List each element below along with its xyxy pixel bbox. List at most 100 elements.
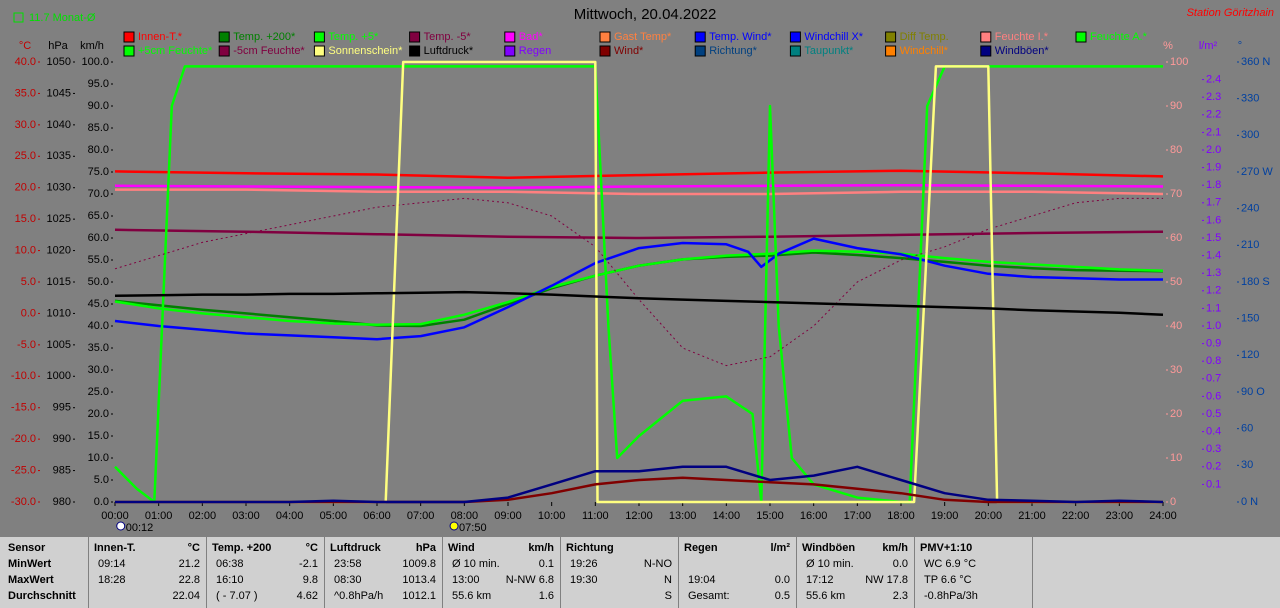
y-tick-label: 70.0 — [88, 188, 109, 200]
table-time: 13:00 — [452, 574, 480, 586]
y-tick-label: 5.0 — [94, 474, 109, 486]
axis-title: °C — [19, 40, 31, 52]
column-title: Luftdruck — [330, 542, 381, 554]
y-tick-label: 2.4 — [1206, 74, 1221, 86]
y-tick-label: 1050 — [47, 56, 71, 68]
row-label: MinWert — [8, 558, 52, 570]
x-tick-label: 24:00 — [1149, 510, 1177, 522]
column-separator — [324, 537, 325, 608]
table-time: 55.6 km — [806, 590, 846, 602]
y-tick-label: 2.0 — [1206, 144, 1221, 156]
column-unit: °C — [187, 542, 200, 554]
legend-label: Windchill* — [900, 45, 949, 57]
column-separator — [88, 537, 89, 608]
legend-label: Feuchte I.* — [995, 31, 1049, 43]
column-unit: km/h — [882, 542, 908, 554]
x-tick-label: 02:00 — [189, 510, 217, 522]
y-tick-label: 980 — [53, 496, 71, 508]
y-tick-label: 45.0 — [88, 298, 109, 310]
y-tick-label: 150 — [1241, 313, 1259, 325]
y-tick-label: 90 — [1170, 100, 1182, 112]
column-separator — [914, 537, 915, 608]
x-tick-label: 08:00 — [451, 510, 479, 522]
x-tick-label: 21:00 — [1018, 510, 1046, 522]
x-tick-label: 18:00 — [887, 510, 915, 522]
legend-label: Windchill X* — [804, 31, 863, 43]
x-tick-label: 16:00 — [800, 510, 828, 522]
table-value: 1.6 — [538, 590, 554, 602]
y-tick-label: 0.1 — [1206, 478, 1221, 490]
y-tick-label: 10.0 — [15, 244, 36, 256]
legend-swatch — [123, 45, 135, 57]
x-tick-label: 07:00 — [407, 510, 435, 522]
y-tick-label: 2.3 — [1206, 91, 1221, 103]
y-tick-label: 25.0 — [15, 150, 36, 162]
column-title: Windböen — [802, 542, 856, 554]
y-tick-label: 985 — [53, 464, 71, 476]
legend-label: Sonnenschein* — [328, 45, 403, 57]
table-value: N-NO — [643, 558, 672, 570]
table-value: 9.8 — [302, 574, 318, 586]
y-tick-label: 270 W — [1241, 166, 1273, 178]
y-tick-label: 0.8 — [1206, 355, 1221, 367]
legend-swatch — [218, 31, 230, 43]
x-tick-label: 20:00 — [975, 510, 1003, 522]
y-tick-label: 0 — [1170, 496, 1176, 508]
legend-swatch — [504, 45, 516, 57]
legend-swatch — [694, 31, 706, 43]
legend-swatch — [123, 31, 135, 43]
y-tick-label: 30.0 — [88, 364, 109, 376]
y-tick-label: 1.7 — [1206, 197, 1221, 209]
y-tick-label: 35.0 — [15, 87, 36, 99]
y-tick-label: 50.0 — [88, 276, 109, 288]
table-time: 09:14 — [98, 558, 126, 570]
column-unit: l/m² — [770, 542, 790, 554]
legend-label: Gast Temp* — [614, 31, 672, 43]
row-label: MaxWert — [8, 574, 54, 586]
y-tick-label: 20 — [1170, 408, 1182, 420]
x-tick-label: 12:00 — [625, 510, 653, 522]
y-tick-label: 0.4 — [1206, 426, 1221, 438]
x-tick-label: 11:00 — [582, 510, 609, 522]
series-line — [114, 183, 1164, 189]
legend-swatch — [789, 31, 801, 43]
y-tick-label: 1035 — [47, 150, 71, 162]
y-tick-label: 0.3 — [1206, 443, 1221, 455]
table-value: 2.3 — [892, 590, 908, 602]
y-tick-label: 330 — [1241, 93, 1259, 105]
y-tick-label: 40.0 — [15, 56, 36, 68]
series-line — [115, 60, 1163, 504]
legend-label: Diff Temp. — [900, 31, 949, 43]
table-value: 1012.1 — [402, 590, 436, 602]
column-title: Temp. +200 — [212, 542, 272, 554]
y-tick-label: 60 — [1170, 232, 1182, 244]
legend-label: Bad* — [519, 31, 544, 43]
table-time: Ø 10 min. — [452, 558, 500, 570]
y-tick-label: 15.0 — [15, 213, 36, 225]
y-tick-label: 1.5 — [1206, 232, 1221, 244]
y-tick-label: 100.0 — [81, 56, 109, 68]
y-tick-label: 210 — [1241, 239, 1259, 251]
y-tick-label: 0.2 — [1206, 461, 1221, 473]
table-value: N-NW 6.8 — [505, 574, 554, 586]
legend-label: Temp. +5* — [328, 31, 379, 43]
y-tick-label: 1045 — [47, 87, 71, 99]
legend-label: Temp. +200* — [233, 31, 296, 43]
table-time: 06:38 — [216, 558, 244, 570]
y-tick-label: 15.0 — [88, 430, 109, 442]
column-unit: °C — [305, 542, 318, 554]
table-value: 21.2 — [178, 558, 200, 570]
table-time: TP 6.6 °C — [924, 574, 972, 586]
table-time: 55.6 km — [452, 590, 492, 602]
legend-label: Feuchte A.* — [1090, 31, 1148, 43]
y-tick-label: 0.7 — [1206, 373, 1221, 385]
table-time: 08:30 — [334, 574, 362, 586]
y-tick-label: 30 — [1170, 364, 1182, 376]
legend-swatch — [218, 45, 230, 57]
axis-title: km/h — [80, 40, 104, 52]
event-label: 07:50 — [459, 522, 487, 534]
legend-label: Innen-T.* — [138, 31, 183, 43]
y-tick-label: 100 — [1170, 56, 1188, 68]
legend-swatch — [885, 31, 897, 43]
